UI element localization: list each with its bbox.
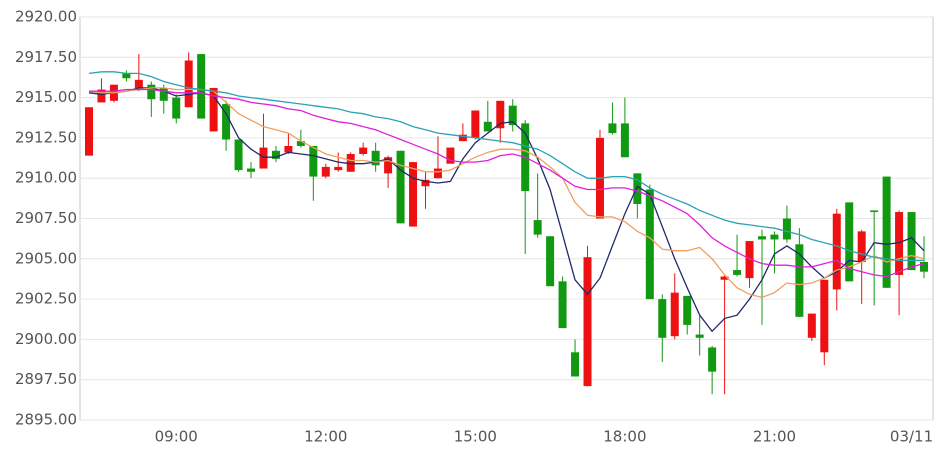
candle-body (583, 257, 592, 387)
candle-body (533, 220, 542, 235)
candle-body (371, 150, 380, 166)
candle-body (309, 145, 318, 177)
x-tick-label: 18:00 (603, 428, 646, 446)
candle-body (321, 166, 330, 177)
candle-body (359, 147, 368, 155)
candle-body (396, 150, 405, 224)
y-tick-label: 2917.50 (15, 48, 77, 66)
candle-body (733, 270, 742, 275)
candle-body (197, 54, 206, 119)
candle-body (770, 234, 779, 240)
y-tick-label: 2907.50 (15, 209, 77, 227)
candle-body (795, 244, 804, 317)
candle-body (720, 276, 729, 280)
candle-body (620, 123, 629, 158)
candle-body (97, 89, 106, 103)
candle-body (184, 60, 193, 108)
candle-body (558, 281, 567, 329)
candle-body (409, 162, 418, 227)
candle-body (271, 150, 280, 159)
candle-body (757, 236, 766, 240)
y-tick-label: 2897.50 (15, 370, 77, 388)
y-tick-label: 2902.50 (15, 290, 77, 308)
candle-body (670, 292, 679, 337)
y-tick-label: 2912.50 (15, 128, 77, 146)
candle-body (247, 168, 256, 172)
candle-body (658, 299, 667, 338)
candle-body (870, 210, 879, 213)
candle-body (857, 231, 866, 263)
y-tick-label: 2895.00 (15, 411, 77, 429)
candle-body (608, 123, 617, 134)
candle-body (346, 154, 355, 172)
candle-body (483, 121, 492, 132)
x-tick-label: 12:00 (304, 428, 347, 446)
x-tick-label: 21:00 (753, 428, 796, 446)
ma-line (88, 71, 924, 262)
candle-body (695, 334, 704, 338)
x-tick-label: 15:00 (454, 428, 497, 446)
ma-line (89, 88, 925, 278)
candle-body (433, 168, 442, 179)
candle-body (508, 105, 517, 126)
candle-body (907, 212, 916, 271)
candle-body (645, 189, 654, 300)
candle-body (782, 218, 791, 240)
candle-body (882, 176, 891, 288)
candle-body (571, 352, 580, 377)
y-tick-label: 2910.00 (15, 169, 77, 187)
x-tick-label: 03/11 (890, 428, 933, 446)
candle-body (122, 73, 131, 79)
candle-body (209, 87, 218, 132)
candle-body (633, 173, 642, 204)
candle-body (296, 141, 305, 146)
candle-body (708, 347, 717, 372)
x-tick-label: 09:00 (155, 428, 198, 446)
y-tick-label: 2915.00 (15, 88, 77, 106)
y-tick-label: 2905.00 (15, 249, 77, 267)
candle-body (496, 100, 505, 129)
candle-body (284, 145, 293, 153)
candle-body (832, 213, 841, 290)
candle-body (920, 262, 928, 272)
candle-body (384, 157, 393, 174)
candle-body (147, 84, 156, 100)
candle-body (745, 241, 754, 279)
candle-body (820, 279, 829, 353)
candle-body (159, 87, 168, 101)
candle-body (546, 236, 555, 287)
candle-body (172, 97, 181, 119)
candle-body (458, 134, 467, 142)
candle-body (471, 110, 480, 138)
ma-line (88, 87, 925, 299)
candle-body (85, 107, 93, 156)
candle-body (895, 212, 904, 275)
candle-body (134, 79, 143, 88)
ma-line (88, 87, 925, 333)
candle-body (259, 147, 268, 169)
candle-body (234, 139, 243, 171)
candle-body (334, 166, 343, 171)
candle-body (421, 179, 430, 187)
candle-body (222, 104, 231, 140)
y-tick-label: 2900.00 (15, 330, 77, 348)
y-tick-label: 2920.00 (15, 8, 77, 26)
candle-body (845, 202, 854, 282)
candle-body (446, 147, 455, 164)
candle-body (807, 313, 816, 338)
candle-body (683, 295, 692, 325)
